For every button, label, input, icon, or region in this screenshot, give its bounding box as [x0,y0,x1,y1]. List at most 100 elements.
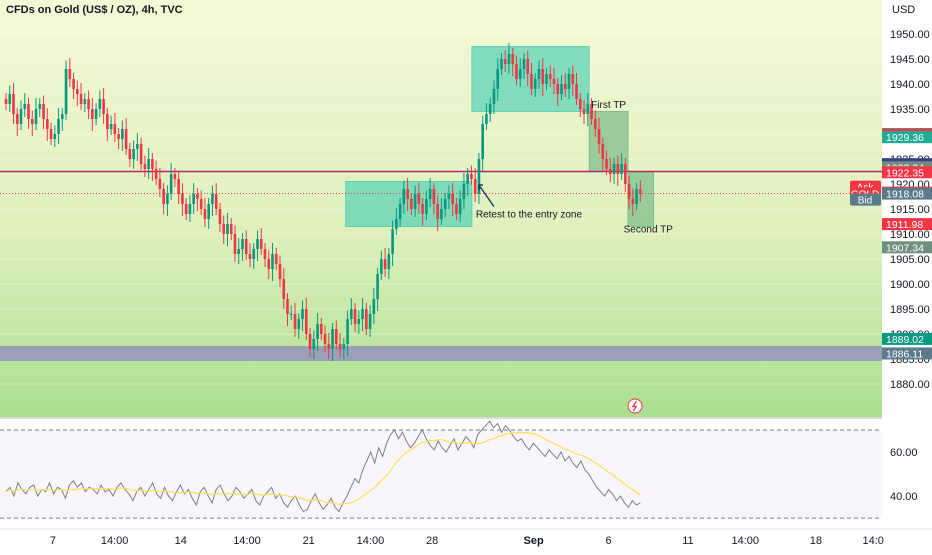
grid-lines [0,33,882,385]
candle-body [466,174,469,184]
candle-body [331,329,334,349]
candle-body [526,59,530,74]
candle-body [518,69,522,79]
candle-body [64,69,68,114]
candle-body [211,194,214,204]
price-tag-label: 1929.36 [886,132,924,144]
rsi-tick-label: 40.00 [890,491,918,503]
candle-body [368,314,372,329]
candle-body [248,254,252,259]
candle-body [139,144,143,164]
price-tag [882,332,932,345]
candle-body [199,199,203,209]
candle-body [271,254,274,269]
candle-body [616,164,620,174]
candle-body [297,319,301,329]
price-tag [882,347,932,360]
candle-body [274,254,278,264]
candle-body [60,114,64,119]
candle-body [181,194,184,204]
candle-body [132,149,135,159]
lightning-icon [631,400,638,412]
candle-body [12,94,15,114]
price-tag [882,187,932,200]
candle-body [72,79,75,89]
candle-body [293,314,297,329]
candle-body [395,219,398,229]
level-support_zone [0,346,882,361]
candle-body [177,179,180,194]
candle-body [143,164,147,169]
side-tag [850,193,881,206]
candle-body [244,239,248,254]
candle-body [485,114,488,124]
candle-body [620,164,623,174]
candle-body [278,264,282,279]
candle-body [8,94,12,104]
candle-body [447,194,451,199]
y-tick-label: 1945.00 [890,54,930,66]
candle-body [27,104,30,119]
candle-body [338,344,342,349]
candle-body [252,249,256,259]
candle-body [267,259,271,269]
x-tick-label: 11 [682,535,693,547]
y-tick-label: 1940.00 [890,79,930,91]
x-tick-label: 14:00 [357,535,385,547]
candle-body [102,99,105,114]
candle-body [578,99,582,109]
candle-body [256,239,259,249]
candle-body [207,204,210,219]
candle-body [383,259,387,269]
candle-body [556,84,560,94]
candle-body [158,179,162,189]
candle-body [387,254,391,269]
y-tick-label: 1880.00 [890,379,930,391]
candle-body [391,229,394,254]
y-tick-label: 1905.00 [890,254,930,266]
candle-body [106,114,109,129]
candle-body [226,224,229,234]
y-tick-label: 1915.00 [890,204,930,216]
candle-body [173,174,177,179]
candle-body [128,149,132,159]
candle-body [91,109,94,119]
candle-body [327,344,331,349]
candle-body [365,309,368,329]
price-tag-label: 1922.35 [886,167,924,179]
candle-body [94,109,98,119]
candle-body [350,309,353,319]
candle-body [458,199,462,214]
rsi-pane-background [0,419,882,527]
candle-body [308,334,312,349]
retest-label: Retest to the entry zone [476,210,583,221]
candle-body [586,104,590,114]
candle-body [162,189,165,204]
price-tag [882,131,932,144]
x-tick-label: 21 [303,535,315,547]
candle-body [496,69,500,89]
candle-body [455,204,458,214]
candle-body [507,54,511,64]
candle-body [53,134,57,139]
candle-body [301,309,304,319]
candle-body [563,84,567,89]
candle-body [342,344,346,349]
candle-body [289,314,293,315]
candles [4,43,642,361]
candle-body [241,239,244,249]
candle-body [203,209,207,219]
candle-body [515,64,518,79]
x-axis: 7 14:00 14 14:00 21 14:00 28 Sep 6 11 14:00 18 14:0 [0,528,932,547]
candle-body [410,199,413,209]
candle-body [49,129,53,139]
candle-body [353,309,357,324]
candle-body [34,109,38,124]
candle-body [68,69,72,79]
candle-body [42,104,45,119]
candle-body [432,189,436,204]
candle-body [492,89,496,104]
chart-title: CFDs on Gold (US$ / OZ), 4h, TVC [6,4,183,16]
candle-body [117,134,120,139]
